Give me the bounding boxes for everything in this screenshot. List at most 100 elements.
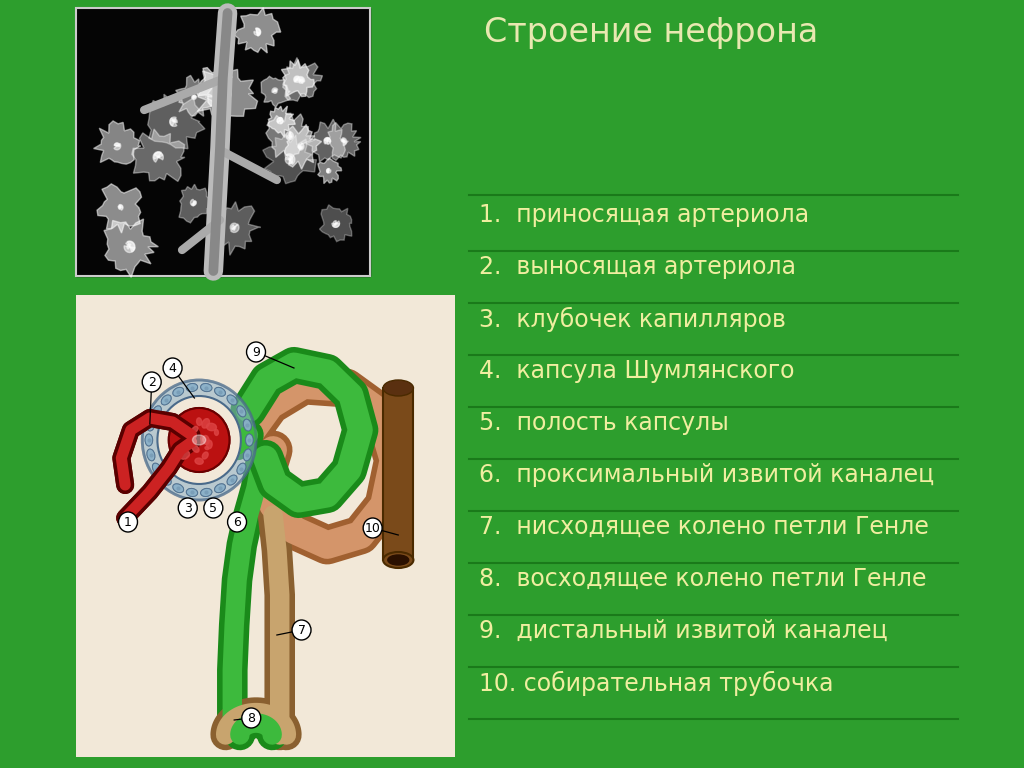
Polygon shape: [325, 137, 331, 142]
Circle shape: [178, 498, 198, 518]
Polygon shape: [230, 224, 239, 233]
Text: 9: 9: [252, 346, 260, 359]
Ellipse shape: [214, 429, 218, 435]
Ellipse shape: [202, 419, 210, 428]
Text: 5.  полость капсулы: 5. полость капсулы: [479, 411, 729, 435]
Ellipse shape: [211, 431, 217, 436]
Circle shape: [142, 380, 256, 500]
Polygon shape: [118, 205, 123, 208]
Circle shape: [169, 408, 229, 472]
Ellipse shape: [189, 431, 196, 435]
Ellipse shape: [215, 387, 225, 396]
Text: 6.  проксимальный извитой каналец: 6. проксимальный извитой каналец: [479, 463, 934, 487]
Polygon shape: [155, 152, 163, 160]
Polygon shape: [295, 77, 299, 81]
Polygon shape: [97, 184, 141, 233]
Ellipse shape: [383, 552, 414, 568]
Ellipse shape: [246, 434, 253, 446]
Polygon shape: [294, 76, 299, 82]
Polygon shape: [119, 206, 120, 210]
Text: Строение нефрона: Строение нефрона: [483, 16, 818, 49]
Ellipse shape: [246, 434, 253, 446]
Ellipse shape: [237, 463, 246, 474]
Ellipse shape: [183, 441, 193, 449]
Text: 2: 2: [147, 376, 156, 389]
Polygon shape: [233, 8, 281, 53]
Polygon shape: [286, 131, 291, 140]
Polygon shape: [298, 146, 302, 149]
Polygon shape: [256, 28, 260, 36]
Ellipse shape: [237, 406, 246, 417]
Ellipse shape: [237, 406, 246, 417]
Circle shape: [242, 708, 261, 728]
Text: 4.  капсула Шумлянского: 4. капсула Шумлянского: [479, 359, 795, 383]
Bar: [76, 8, 370, 276]
Ellipse shape: [201, 488, 212, 496]
Text: 1: 1: [124, 515, 132, 528]
Ellipse shape: [193, 435, 206, 445]
Polygon shape: [332, 223, 340, 227]
Ellipse shape: [227, 395, 237, 405]
Polygon shape: [278, 118, 283, 122]
Ellipse shape: [181, 429, 186, 438]
Polygon shape: [191, 201, 197, 206]
Ellipse shape: [179, 445, 182, 451]
Polygon shape: [298, 145, 302, 149]
Polygon shape: [327, 170, 331, 173]
Circle shape: [247, 342, 265, 362]
Polygon shape: [327, 169, 329, 173]
Ellipse shape: [186, 433, 189, 438]
Polygon shape: [319, 205, 352, 242]
Polygon shape: [176, 75, 214, 116]
Polygon shape: [190, 200, 194, 206]
Polygon shape: [333, 221, 340, 227]
Polygon shape: [267, 106, 295, 137]
Circle shape: [142, 372, 161, 392]
Text: 6: 6: [233, 515, 241, 528]
Polygon shape: [170, 118, 177, 127]
Polygon shape: [289, 156, 293, 164]
Circle shape: [119, 512, 137, 532]
Ellipse shape: [153, 406, 162, 417]
Polygon shape: [342, 141, 344, 143]
Ellipse shape: [203, 452, 208, 459]
Polygon shape: [297, 77, 304, 82]
Polygon shape: [327, 168, 330, 173]
Ellipse shape: [146, 419, 155, 431]
Ellipse shape: [207, 423, 216, 431]
Polygon shape: [341, 140, 344, 141]
Polygon shape: [179, 184, 214, 223]
Polygon shape: [278, 118, 282, 123]
Polygon shape: [333, 220, 336, 226]
Ellipse shape: [191, 425, 198, 431]
Polygon shape: [290, 132, 294, 140]
Text: 4: 4: [169, 362, 176, 375]
Circle shape: [227, 512, 247, 532]
Ellipse shape: [227, 475, 237, 485]
Ellipse shape: [208, 425, 212, 432]
Polygon shape: [132, 129, 185, 181]
Text: 7: 7: [298, 624, 305, 637]
Ellipse shape: [161, 395, 171, 405]
Text: 2.  выносящая артериола: 2. выносящая артериола: [479, 255, 796, 279]
Polygon shape: [127, 241, 135, 252]
Polygon shape: [213, 85, 215, 87]
Polygon shape: [114, 144, 121, 150]
Polygon shape: [272, 88, 278, 93]
Polygon shape: [213, 83, 217, 88]
Ellipse shape: [193, 445, 199, 452]
Bar: [76, 8, 370, 276]
Polygon shape: [173, 120, 176, 122]
Ellipse shape: [200, 429, 205, 435]
Circle shape: [204, 498, 223, 518]
Polygon shape: [119, 204, 123, 210]
Ellipse shape: [161, 475, 171, 485]
Polygon shape: [299, 79, 303, 83]
Ellipse shape: [227, 475, 237, 485]
Ellipse shape: [205, 447, 209, 449]
Polygon shape: [283, 58, 323, 101]
Text: 9.  дистальный извитой каналец: 9. дистальный извитой каналец: [479, 619, 888, 643]
Ellipse shape: [244, 449, 251, 461]
Polygon shape: [172, 119, 177, 123]
Polygon shape: [298, 144, 301, 149]
